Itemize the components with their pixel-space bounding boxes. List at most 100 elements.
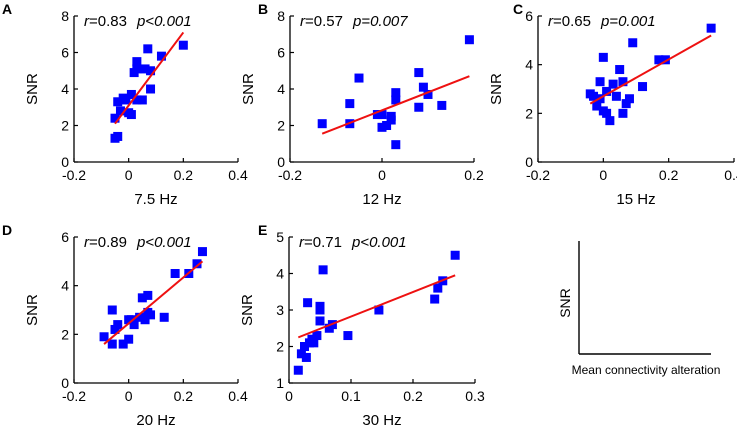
schematic-x-label: Mean connectivity alteration [572,363,721,377]
stat-p: p<0.001 [136,234,192,251]
x-tick-label: 0 [285,388,293,404]
stat-r-symbol: r [84,13,90,30]
y-tick-label: 1 [276,375,284,391]
x-tick-label: 0 [599,167,607,183]
data-point [377,122,387,132]
stat-r-value: =0.89 [89,234,127,251]
y-tick-label: 2 [277,118,285,134]
data-point [170,269,180,278]
data-point [414,68,424,78]
y-tick-label: 2 [276,339,284,355]
data-point [372,110,382,120]
data-point [156,51,166,61]
stat-p: p<0.001 [351,234,407,251]
data-point [592,101,602,111]
y-tick-label: 6 [277,45,285,61]
x-tick-label: 0.4 [228,388,248,404]
x-tick-label: 0.2 [403,388,423,404]
x-tick-label: 0.2 [174,388,194,404]
data-point [602,108,612,118]
y-tick-label: 6 [61,45,69,61]
panel-letter: B [258,1,268,17]
y-tick-label: 2 [61,118,69,134]
regression-line [114,31,185,125]
data-point [192,259,202,269]
stat-p: p=0.001 [600,13,656,30]
data-point [618,77,628,87]
stat-r-symbol: r [299,234,305,251]
data-point [129,320,139,330]
data-point [126,89,136,99]
x-tick-label: 0.4 [724,167,737,183]
y-tick-label: 0 [61,375,69,391]
data-point [414,102,424,112]
data-point [178,40,188,50]
x-tick-label: -0.2 [62,167,86,183]
data-point [110,324,120,334]
data-point [159,312,169,322]
data-point [660,55,670,65]
y-tick-label: 4 [525,57,533,73]
x-tick-label: -0.2 [278,167,302,183]
y-tick-label: 6 [525,8,533,24]
data-point [113,97,123,107]
data-point [113,131,123,141]
y-tick-label: 0 [61,154,69,170]
x-tick-label: -0.2 [526,167,550,183]
data-point [386,111,396,121]
data-point [343,331,353,341]
data-point [303,298,313,308]
data-point [374,305,384,315]
y-tick-label: 4 [276,266,284,282]
data-point [137,293,147,303]
data-point [301,352,311,362]
data-point [99,332,109,342]
data-point [611,91,621,101]
data-point [315,301,325,311]
stats-annotation: r=0.89 p<0.001 [84,234,192,251]
data-point [107,305,117,315]
x-axis-label: 7.5 Hz [134,191,177,208]
data-point [293,365,303,375]
y-axis-label: SNR [24,294,41,326]
data-point [598,52,608,62]
data-point [126,110,136,120]
stats-annotation: r=0.57 p=0.007 [300,13,408,30]
data-point [115,106,125,116]
data-point [654,55,664,65]
schematic-key: SNR Mean connectivity alteration [557,241,720,377]
data-point [118,339,128,349]
data-point [345,99,355,109]
y-tick-label: 3 [276,302,284,318]
stat-p: p=0.007 [352,13,408,30]
data-point [706,23,716,33]
data-point [135,312,145,322]
data-point [132,95,142,105]
x-tick-label: 0.1 [341,388,361,404]
y-tick-label: 4 [61,81,69,97]
data-point [437,100,447,110]
stat-r-value: =0.57 [305,13,343,30]
data-point [602,86,612,96]
data-point [317,119,327,129]
x-tick-label: 0.4 [228,167,248,183]
y-tick-label: 0 [277,154,285,170]
data-point [197,247,207,257]
data-point [589,91,599,101]
regression-line [321,75,470,135]
data-point [110,113,120,123]
data-point [608,79,618,89]
data-point [137,95,147,105]
data-point [143,290,153,300]
y-axis-label: SNR [488,73,505,105]
data-point [621,99,631,109]
data-point [146,310,156,320]
data-point [391,95,401,105]
data-point [391,140,401,150]
x-tick-label: 0.2 [464,167,484,183]
data-point [430,294,440,304]
